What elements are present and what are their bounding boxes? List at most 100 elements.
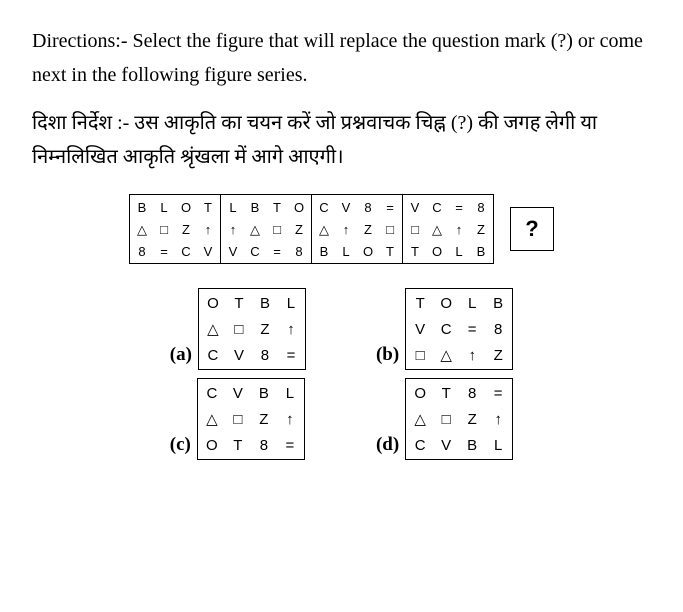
opt-cell: O	[200, 290, 226, 316]
opt-cell: L	[278, 290, 304, 316]
series-cell: 8	[470, 196, 492, 218]
figure-series: B L O T △ □ Z ↑ 8 = C V L B T O ↑ △ □ Z …	[32, 194, 651, 264]
opt-cell: □	[225, 406, 251, 432]
series-cell: △	[244, 218, 266, 240]
opt-cell: □	[433, 406, 459, 432]
opt-cell: Z	[459, 406, 485, 432]
series-cell: ↑	[197, 218, 219, 240]
series-cell: L	[153, 196, 175, 218]
opt-cell: O	[199, 432, 225, 458]
option-a[interactable]: (a) O T B L △ □ Z ↑ C V 8 =	[170, 288, 306, 370]
opt-cell: B	[252, 290, 278, 316]
opt-cell: O	[407, 380, 433, 406]
series-cell: Z	[175, 218, 197, 240]
series-cell: O	[426, 240, 448, 262]
options: (a) O T B L △ □ Z ↑ C V 8 = (b) T O L B …	[32, 288, 651, 460]
series-cell: C	[313, 196, 335, 218]
option-d[interactable]: (d) O T 8 = △ □ Z ↑ C V B L	[376, 378, 513, 460]
series-cell: L	[448, 240, 470, 262]
opt-cell: B	[485, 290, 511, 316]
series-cell: T	[266, 196, 288, 218]
opt-cell: V	[407, 316, 433, 342]
opt-cell: L	[459, 290, 485, 316]
opt-cell: V	[433, 432, 459, 458]
series-cell: □	[379, 218, 401, 240]
opt-cell: ↑	[459, 342, 485, 368]
series-cell: T	[197, 196, 219, 218]
series-panel-1: B L O T △ □ Z ↑ 8 = C V	[130, 195, 221, 263]
opt-cell: □	[407, 342, 433, 368]
opt-cell: Z	[252, 316, 278, 342]
series-cell: T	[404, 240, 426, 262]
series-cell: 8	[357, 196, 379, 218]
series-cell: ↑	[448, 218, 470, 240]
option-b[interactable]: (b) T O L B V C = 8 □ △ ↑ Z	[376, 288, 513, 370]
series-cell: Z	[288, 218, 310, 240]
opt-cell: 8	[459, 380, 485, 406]
opt-cell: =	[485, 380, 511, 406]
opt-cell: 8	[252, 342, 278, 368]
opt-cell: ↑	[277, 406, 303, 432]
opt-cell: Z	[251, 406, 277, 432]
series-cell: ↑	[222, 218, 244, 240]
opt-cell: C	[407, 432, 433, 458]
opt-cell: △	[199, 406, 225, 432]
series-cell: V	[335, 196, 357, 218]
series-panel-4: V C = 8 □ △ ↑ Z T O L B	[403, 195, 493, 263]
option-b-label: (b)	[376, 344, 399, 370]
opt-cell: △	[407, 406, 433, 432]
series-cell: V	[404, 196, 426, 218]
opt-cell: B	[459, 432, 485, 458]
option-c-panel: C V B L △ □ Z ↑ O T 8 =	[197, 378, 305, 460]
opt-cell: =	[459, 316, 485, 342]
opt-cell: V	[226, 342, 252, 368]
series-cell: 8	[288, 240, 310, 262]
option-c[interactable]: (c) C V B L △ □ Z ↑ O T 8 =	[170, 378, 306, 460]
series-cell: T	[379, 240, 401, 262]
series-cell: Z	[357, 218, 379, 240]
opt-cell: O	[433, 290, 459, 316]
question-mark-box: ?	[510, 207, 554, 251]
opt-cell: =	[277, 432, 303, 458]
opt-cell: T	[225, 432, 251, 458]
opt-cell: △	[433, 342, 459, 368]
series-cell: ↑	[335, 218, 357, 240]
directions-english: Directions:- Select the figure that will…	[32, 24, 651, 92]
opt-cell: T	[433, 380, 459, 406]
option-a-label: (a)	[170, 344, 192, 370]
series-cell: △	[131, 218, 153, 240]
opt-cell: △	[200, 316, 226, 342]
series-cell: V	[222, 240, 244, 262]
series-cell: B	[131, 196, 153, 218]
series-cell: V	[197, 240, 219, 262]
option-c-label: (c)	[170, 434, 191, 460]
series-cell: B	[244, 196, 266, 218]
opt-cell: ↑	[485, 406, 511, 432]
series-cell: O	[175, 196, 197, 218]
option-d-panel: O T 8 = △ □ Z ↑ C V B L	[405, 378, 513, 460]
directions-hindi: दिशा निर्देश :- उस आकृति का चयन करें जो …	[32, 106, 651, 174]
option-d-label: (d)	[376, 434, 399, 460]
series-cell: □	[404, 218, 426, 240]
series-panel-3: C V 8 = △ ↑ Z □ B L O T	[312, 195, 403, 263]
series-cell: □	[266, 218, 288, 240]
series-frame: B L O T △ □ Z ↑ 8 = C V L B T O ↑ △ □ Z …	[129, 194, 494, 264]
opt-cell: □	[226, 316, 252, 342]
series-cell: 8	[131, 240, 153, 262]
option-b-panel: T O L B V C = 8 □ △ ↑ Z	[405, 288, 513, 370]
series-cell: Z	[470, 218, 492, 240]
series-cell: =	[153, 240, 175, 262]
series-panel-2: L B T O ↑ △ □ Z V C = 8	[221, 195, 312, 263]
series-cell: =	[448, 196, 470, 218]
opt-cell: 8	[485, 316, 511, 342]
series-cell: △	[313, 218, 335, 240]
series-cell: O	[357, 240, 379, 262]
opt-cell: 8	[251, 432, 277, 458]
series-cell: O	[288, 196, 310, 218]
series-cell: C	[426, 196, 448, 218]
opt-cell: T	[226, 290, 252, 316]
opt-cell: C	[433, 316, 459, 342]
series-cell: B	[470, 240, 492, 262]
series-cell: =	[379, 196, 401, 218]
opt-cell: ↑	[278, 316, 304, 342]
